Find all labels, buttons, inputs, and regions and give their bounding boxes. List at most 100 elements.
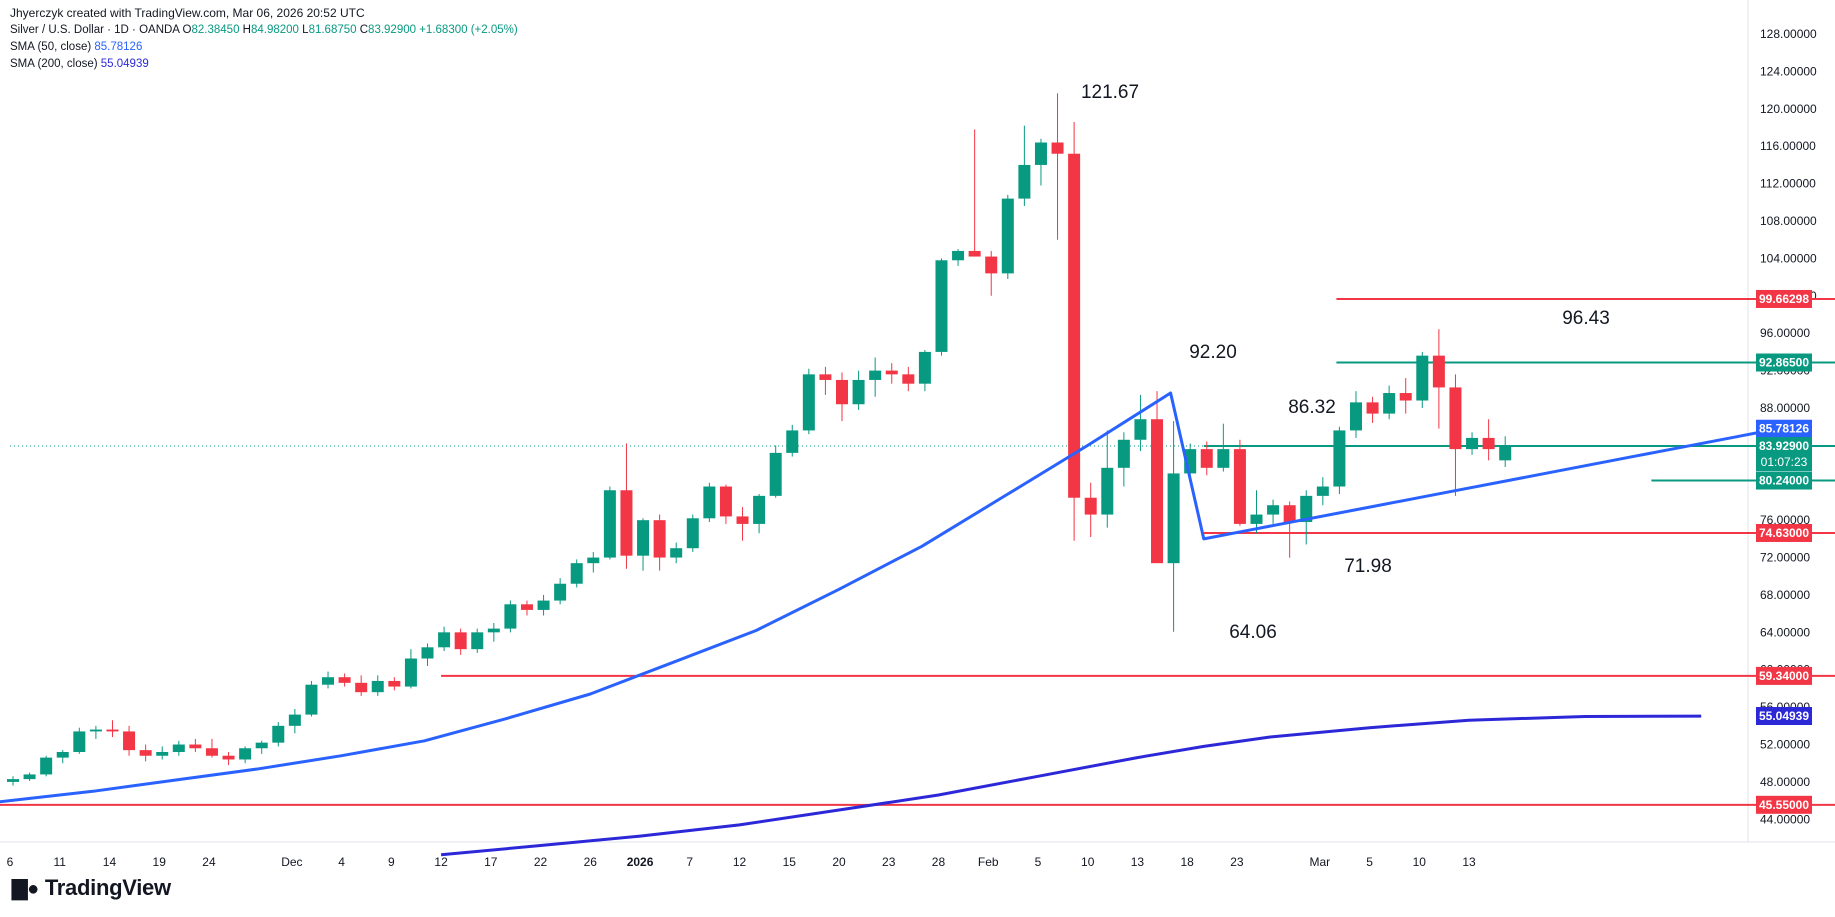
sma50-line	[0, 391, 1801, 804]
price-axis-label-bg	[1756, 523, 1812, 542]
symbol-legend[interactable]: Silver / U.S. Dollar · 1D · OANDA O82.38…	[10, 24, 518, 36]
candle-body	[1283, 505, 1296, 523]
price-annotation: 121.67	[1081, 82, 1139, 103]
price-annotation: 71.98	[1344, 556, 1392, 577]
x-tick-label: 13	[1131, 855, 1145, 869]
candle-body	[653, 520, 666, 558]
y-tick-label: 96.00000	[1760, 326, 1810, 340]
candle-body	[1300, 495, 1313, 523]
candle-body	[570, 563, 583, 584]
candle-body	[686, 518, 699, 549]
candle-body	[769, 452, 782, 496]
candle-body	[1250, 514, 1263, 524]
ohlc-low-value: 81.68750	[308, 24, 357, 36]
candle-body	[869, 370, 882, 380]
x-tick-label: 12	[733, 855, 747, 869]
candle-body	[1117, 439, 1130, 468]
candle-body	[106, 729, 119, 732]
candle-body	[802, 374, 815, 431]
candle-body	[388, 680, 401, 687]
sma200-value: 55.04939	[100, 58, 149, 70]
y-tick-label: 72.00000	[1760, 551, 1810, 565]
x-tick-label: 2026	[627, 855, 654, 869]
x-tick-label: 10	[1413, 855, 1427, 869]
candle-body	[1349, 402, 1362, 431]
candle-body	[836, 379, 848, 405]
candle-body	[73, 731, 86, 752]
tradingview-logo[interactable]: ▇● TradingView	[12, 875, 171, 901]
x-tick-label: 10	[1081, 855, 1095, 869]
y-tick-label: 120.00000	[1760, 102, 1817, 116]
ohlc-open-label: O	[182, 24, 192, 36]
x-tick-label: 13	[1462, 855, 1476, 869]
candle-body	[1034, 142, 1047, 165]
candle-body	[288, 714, 301, 726]
created-by-text: Jhyerczyk created with TradingView.com, …	[10, 6, 365, 20]
candle-body	[1233, 449, 1246, 524]
sma200-legend[interactable]: SMA (200, close) 55.04939	[10, 58, 149, 70]
candle-body	[968, 250, 981, 257]
candle-body	[438, 632, 451, 648]
candle-body	[520, 604, 533, 610]
x-tick-label: 22	[534, 855, 548, 869]
y-tick-label: 108.00000	[1760, 214, 1817, 228]
candle-body	[305, 684, 318, 715]
candle-body	[935, 260, 948, 352]
price-axis-label: 45.55000	[1759, 798, 1809, 812]
candle-body	[1366, 402, 1379, 414]
candle-body	[40, 757, 53, 775]
candle-body	[1068, 153, 1081, 498]
x-tick-label: 5	[1366, 855, 1373, 869]
price-axis-label: 74.63000	[1759, 526, 1809, 540]
candle-body	[7, 779, 19, 782]
price-annotation: 64.06	[1229, 622, 1277, 643]
candle-body	[603, 490, 616, 558]
x-tick-label: 20	[832, 855, 846, 869]
candle-body	[255, 742, 268, 749]
candle-body	[371, 680, 384, 693]
ohlc-high-label: H	[242, 24, 251, 36]
y-tick-label: 44.00000	[1760, 812, 1810, 826]
y-tick-label: 76.00000	[1760, 513, 1810, 527]
y-tick-label: 68.00000	[1760, 588, 1810, 602]
candle-body	[1051, 142, 1064, 154]
x-tick-label: 24	[202, 855, 216, 869]
candle-body	[454, 632, 467, 650]
candle-body	[1217, 449, 1230, 468]
candle-body	[703, 486, 716, 519]
candle-body	[189, 744, 202, 749]
x-tick-label: 7	[686, 855, 693, 869]
ohlc-high-value: 84.98200	[250, 24, 299, 36]
candle-body	[587, 557, 600, 564]
candle-body	[902, 374, 915, 384]
price-axis-label: 85.78126	[1759, 422, 1809, 436]
candle-body	[952, 250, 965, 261]
candle-body	[819, 374, 832, 380]
candle-body	[1101, 467, 1114, 515]
candle-body	[139, 750, 152, 756]
sma50-label: SMA (50, close)	[10, 41, 92, 53]
candle-body	[205, 748, 218, 756]
ohlc-open-value: 82.38450	[191, 24, 240, 36]
candle-body	[404, 658, 417, 687]
candle-body	[1167, 473, 1180, 564]
sma50-legend[interactable]: SMA (50, close) 85.78126	[10, 41, 142, 53]
current-price-label: 83.92900	[1759, 439, 1809, 453]
candle-body	[1432, 355, 1445, 388]
x-tick-label: 15	[783, 855, 797, 869]
y-tick-label: 52.00000	[1760, 738, 1810, 752]
candle-body	[1499, 446, 1512, 461]
candle-body	[23, 774, 36, 780]
x-tick-label: Dec	[281, 855, 302, 869]
candle-body	[504, 604, 517, 629]
x-tick-label: 14	[103, 855, 117, 869]
candle-body	[1018, 164, 1031, 199]
candle-body	[1200, 449, 1213, 468]
price-axis-label-bg	[1756, 289, 1812, 308]
y-tick-label: 48.00000	[1760, 775, 1810, 789]
candle-body	[1267, 505, 1280, 515]
candle-body	[885, 370, 898, 375]
price-axis-label: 92.86500	[1759, 356, 1809, 370]
candle-body	[753, 495, 766, 524]
